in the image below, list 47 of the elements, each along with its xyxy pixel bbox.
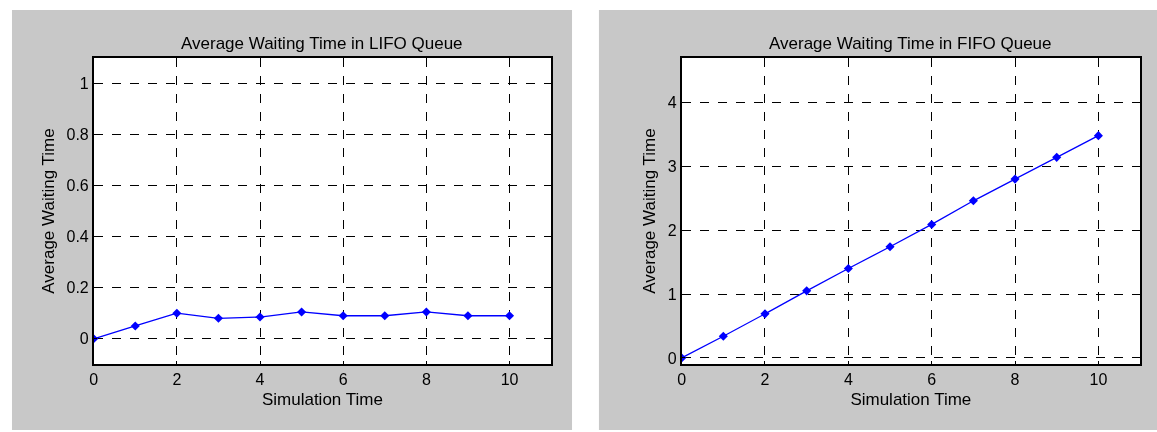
y-tick-label: 1	[79, 74, 89, 92]
point	[968, 196, 978, 206]
x-tick-label: 10	[500, 371, 519, 389]
point	[130, 321, 140, 331]
x-tick-label: 8	[1010, 371, 1020, 389]
point	[885, 242, 895, 252]
point	[1093, 131, 1103, 141]
point	[297, 307, 307, 317]
point	[172, 308, 182, 318]
y-tick-label: 0.2	[66, 279, 89, 297]
y-tick-label: 1	[667, 285, 677, 303]
x-tick-label: 4	[843, 371, 853, 389]
chart-title: Average Waiting Time in FIFO Queue	[769, 34, 1052, 53]
y-tick-label: 2	[667, 221, 677, 239]
point	[504, 311, 515, 321]
x-tick-label: 10	[1089, 371, 1108, 389]
y-tick-label: 3	[667, 157, 677, 175]
y-axis-title: Average Waiting Time	[38, 128, 58, 294]
y-tick-label: 0.6	[66, 177, 89, 195]
point	[843, 263, 853, 274]
y-axis-title: Average Waiting Time	[639, 128, 659, 294]
point	[1010, 174, 1020, 184]
y-tick-label: 0.8	[66, 125, 89, 143]
x-tick-label: 4	[255, 371, 265, 389]
x-axis-title: Simulation Time	[850, 390, 972, 410]
x-axis-title: Simulation Time	[261, 390, 383, 410]
point	[338, 311, 348, 321]
point	[718, 331, 728, 341]
y-tick-label: 0.4	[66, 228, 89, 246]
x-tick-label: 8	[421, 371, 431, 389]
x-tick-label: 2	[760, 371, 770, 389]
y-tick-label: 4	[667, 94, 677, 112]
y-tick-label: 0	[667, 349, 677, 367]
point	[213, 313, 223, 323]
x-tick-label: 6	[338, 371, 348, 389]
point	[421, 307, 431, 317]
point	[463, 311, 473, 321]
point	[1052, 152, 1062, 162]
chart-title: Average Waiting Time in LIFO Queue	[181, 34, 463, 53]
point	[927, 219, 937, 229]
point	[255, 312, 265, 322]
x-tick-label: 2	[172, 371, 182, 389]
y-tick-label: 0	[79, 330, 89, 348]
point	[760, 309, 770, 319]
point	[380, 311, 390, 321]
x-tick-label: 6	[927, 371, 937, 389]
point	[802, 286, 812, 296]
